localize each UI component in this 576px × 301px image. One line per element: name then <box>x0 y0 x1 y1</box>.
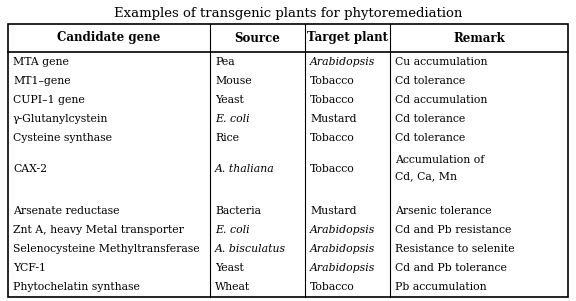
Text: Cd and Pb tolerance: Cd and Pb tolerance <box>395 263 507 273</box>
Text: Arabidopsis: Arabidopsis <box>310 263 376 273</box>
Text: Mouse: Mouse <box>215 76 252 86</box>
Text: Cd and Pb resistance: Cd and Pb resistance <box>395 225 511 235</box>
Text: Pea: Pea <box>215 57 234 67</box>
Text: Tobacco: Tobacco <box>310 282 355 293</box>
Text: Wheat: Wheat <box>215 282 250 293</box>
Text: A. thaliana: A. thaliana <box>215 164 275 174</box>
Text: Source: Source <box>234 32 281 45</box>
Text: γ-Glutanylcystein: γ-Glutanylcystein <box>13 114 108 124</box>
Text: Rice: Rice <box>215 133 239 143</box>
Text: Target plant: Target plant <box>307 32 388 45</box>
Text: Arsenic tolerance: Arsenic tolerance <box>395 206 492 216</box>
Text: Yeast: Yeast <box>215 263 244 273</box>
Text: Znt A, heavy Metal transporter: Znt A, heavy Metal transporter <box>13 225 184 235</box>
Text: Remark: Remark <box>453 32 505 45</box>
Text: Arsenate reductase: Arsenate reductase <box>13 206 119 216</box>
Text: Examples of transgenic plants for phytoremediation: Examples of transgenic plants for phytor… <box>114 8 462 20</box>
Text: Mustard: Mustard <box>310 114 357 124</box>
Text: Yeast: Yeast <box>215 95 244 105</box>
Text: Tobacco: Tobacco <box>310 164 355 174</box>
Text: A. bisculatus: A. bisculatus <box>215 244 286 254</box>
Text: Arabidopsis: Arabidopsis <box>310 225 376 235</box>
Text: MT1–gene: MT1–gene <box>13 76 71 86</box>
Text: Tobacco: Tobacco <box>310 76 355 86</box>
Text: Cu accumulation: Cu accumulation <box>395 57 487 67</box>
Text: Cysteine synthase: Cysteine synthase <box>13 133 112 143</box>
Text: Pb accumulation: Pb accumulation <box>395 282 487 293</box>
Text: Mustard: Mustard <box>310 206 357 216</box>
Text: CUPI–1 gene: CUPI–1 gene <box>13 95 85 105</box>
Text: Arabidopsis: Arabidopsis <box>310 244 376 254</box>
Text: Tobacco: Tobacco <box>310 95 355 105</box>
Text: MTA gene: MTA gene <box>13 57 69 67</box>
Text: Cd tolerance: Cd tolerance <box>395 76 465 86</box>
Text: YCF-1: YCF-1 <box>13 263 46 273</box>
Text: Bacteria: Bacteria <box>215 206 261 216</box>
Text: Resistance to selenite: Resistance to selenite <box>395 244 514 254</box>
Text: E. coli: E. coli <box>215 114 249 124</box>
Text: Accumulation of: Accumulation of <box>395 155 484 165</box>
Text: Cd accumulation: Cd accumulation <box>395 95 487 105</box>
Text: Cd, Ca, Mn: Cd, Ca, Mn <box>395 171 457 181</box>
Text: Phytochelatin synthase: Phytochelatin synthase <box>13 282 140 293</box>
Text: CAX-2: CAX-2 <box>13 164 47 174</box>
Text: Tobacco: Tobacco <box>310 133 355 143</box>
Text: Cd tolerance: Cd tolerance <box>395 133 465 143</box>
Text: Arabidopsis: Arabidopsis <box>310 57 376 67</box>
Text: Candidate gene: Candidate gene <box>58 32 161 45</box>
Text: E. coli: E. coli <box>215 225 249 235</box>
Text: Selenocysteine Methyltransferase: Selenocysteine Methyltransferase <box>13 244 200 254</box>
Text: Cd tolerance: Cd tolerance <box>395 114 465 124</box>
